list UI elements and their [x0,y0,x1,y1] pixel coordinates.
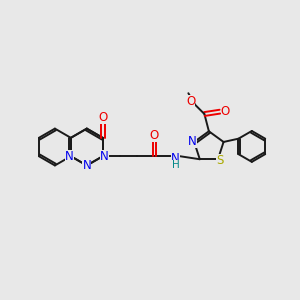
Text: O: O [150,129,159,142]
Text: N: N [65,150,74,163]
Text: N: N [171,152,180,165]
Text: O: O [220,105,230,118]
Text: N: N [82,159,91,172]
Text: H: H [172,160,179,170]
Text: S: S [216,154,223,167]
Text: N: N [188,136,197,148]
Text: O: O [186,95,195,108]
Text: O: O [98,110,107,124]
Text: N: N [100,150,109,163]
